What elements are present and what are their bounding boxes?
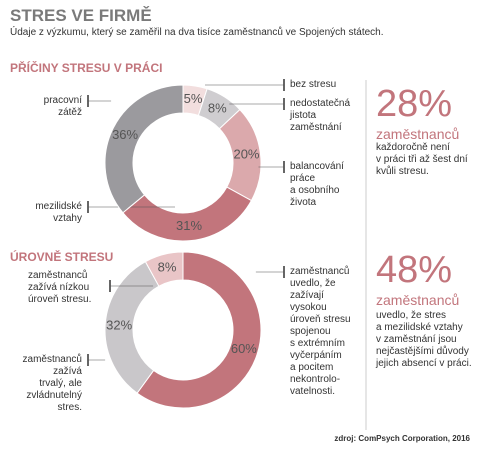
value-label: 20% <box>233 146 259 161</box>
value-label: 60% <box>231 341 257 356</box>
callout-unit: zaměstnanců <box>376 292 460 308</box>
callout-text: každoročně není v práci tři až šest dní … <box>376 142 468 177</box>
source: zdroj: ComPsych Corporation, 2016 <box>334 434 470 443</box>
chart-title: PŘÍČINY STRESU V PRÁCI <box>10 61 163 75</box>
callout-value: 28% <box>376 83 453 125</box>
callout-value: 48% <box>376 249 453 291</box>
category-label: zaměstnanců zažívá nízkou úroveň stresu. <box>28 270 92 305</box>
value-label: 8% <box>158 259 177 274</box>
category-label: mezilidské vztahy <box>35 201 82 224</box>
category-label: balancování práce a osobního života <box>290 161 344 208</box>
donut-segment <box>144 251 184 287</box>
donut-segment <box>136 251 262 409</box>
value-label: 5% <box>184 91 203 106</box>
callout-text: uvedlo, že stres a mezilidské vztahy v z… <box>376 310 472 369</box>
value-label: 32% <box>106 317 132 332</box>
donut-segment <box>104 84 184 214</box>
category-label: nedostatečná jistota zaměstnání <box>290 98 351 133</box>
chart-title: ÚROVNĚ STRESU <box>10 250 114 264</box>
category-label: bez stresu <box>290 79 337 90</box>
category-label: zaměstnanců zažívá trvalý, ale zvládnute… <box>22 354 82 413</box>
value-label: 31% <box>176 218 202 233</box>
subtitle: Údaje z výzkumu, který se zaměřil na dva… <box>10 27 384 38</box>
callout-unit: zaměstnanců <box>376 126 460 142</box>
value-label: 36% <box>112 127 138 142</box>
category-label: zaměstnanců uvedlo, že zažívají vysokou … <box>290 266 351 397</box>
page-title: STRES VE FIRMĚ <box>10 6 152 25</box>
category-label: pracovní zátěž <box>43 95 82 118</box>
value-label: 8% <box>208 100 227 115</box>
